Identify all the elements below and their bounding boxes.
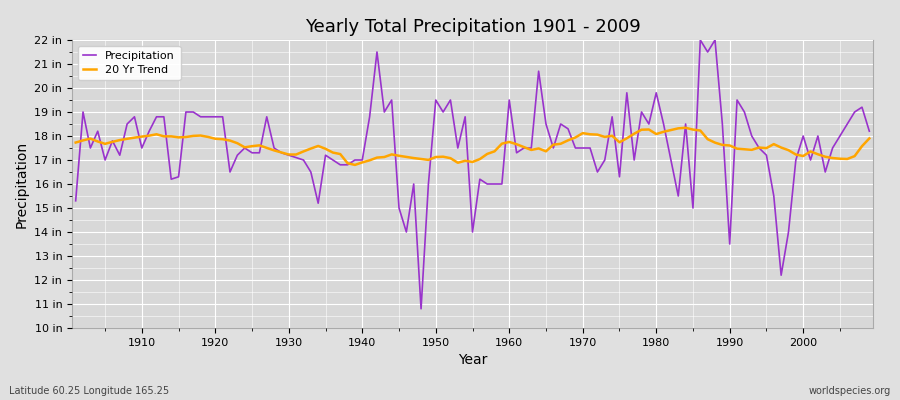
- 20 Yr Trend: [504, 140, 515, 144]
- 20 Yr Trend: [599, 134, 610, 139]
- 20 Yr Trend: [349, 162, 360, 167]
- Text: worldspecies.org: worldspecies.org: [809, 386, 891, 396]
- Precipitation: [291, 155, 302, 160]
- Legend: Precipitation, 20 Yr Trend: Precipitation, 20 Yr Trend: [77, 46, 181, 80]
- Line: 20 Yr Trend: 20 Yr Trend: [76, 128, 869, 165]
- 20 Yr Trend: [70, 140, 81, 145]
- Precipitation: [416, 306, 427, 311]
- Text: Latitude 60.25 Longitude 165.25: Latitude 60.25 Longitude 165.25: [9, 386, 169, 396]
- 20 Yr Trend: [680, 125, 691, 130]
- Precipitation: [511, 150, 522, 155]
- 20 Yr Trend: [511, 142, 522, 147]
- Precipitation: [335, 162, 346, 167]
- 20 Yr Trend: [864, 136, 875, 141]
- X-axis label: Year: Year: [458, 353, 487, 367]
- Precipitation: [695, 38, 706, 42]
- Precipitation: [599, 158, 610, 162]
- Title: Yearly Total Precipitation 1901 - 2009: Yearly Total Precipitation 1901 - 2009: [304, 18, 641, 36]
- Precipitation: [129, 114, 140, 119]
- Line: Precipitation: Precipitation: [76, 40, 869, 309]
- Y-axis label: Precipitation: Precipitation: [14, 140, 29, 228]
- 20 Yr Trend: [129, 135, 140, 140]
- 20 Yr Trend: [291, 152, 302, 157]
- Precipitation: [70, 198, 81, 203]
- 20 Yr Trend: [335, 152, 346, 156]
- Precipitation: [504, 98, 515, 102]
- Precipitation: [864, 129, 875, 134]
